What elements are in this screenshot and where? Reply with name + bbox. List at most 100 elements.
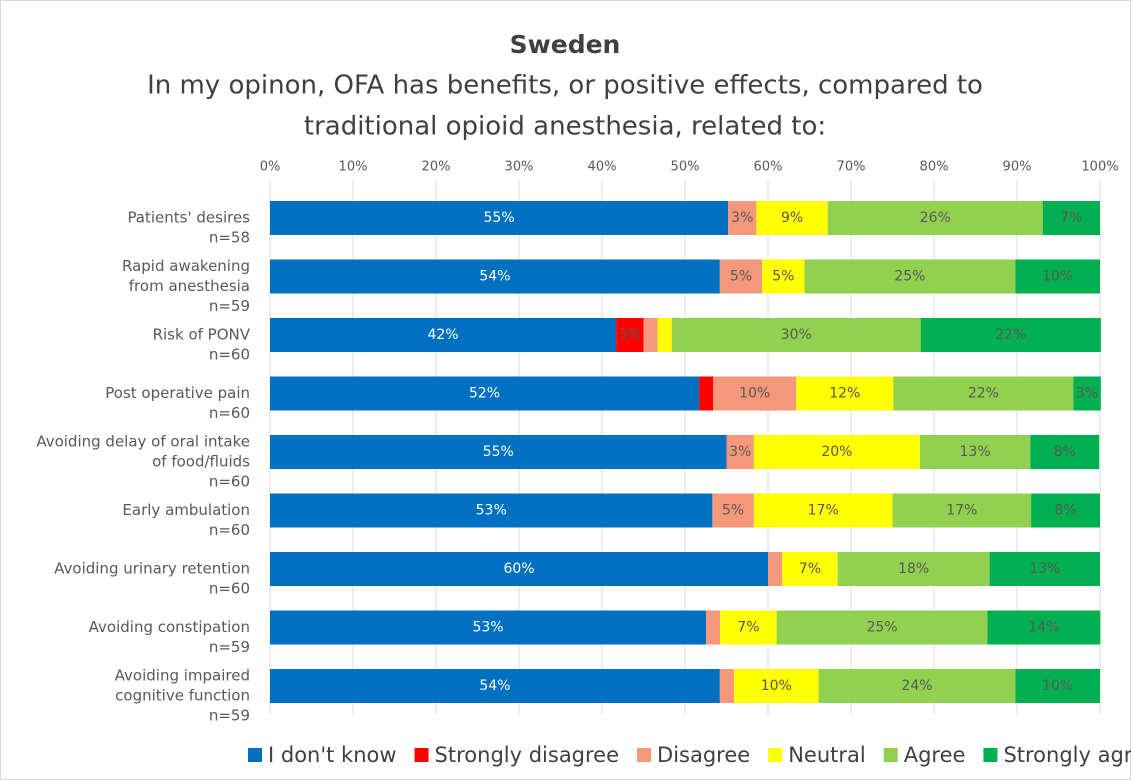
bar-segment <box>270 435 727 469</box>
x-tick-label: 10% <box>339 160 368 175</box>
bar-segment <box>987 610 1101 645</box>
bar-segment <box>827 201 1043 235</box>
y-tick-label: n=59 <box>209 297 250 315</box>
bar-segment <box>720 610 777 645</box>
legend-swatch <box>983 748 998 762</box>
bar-segment <box>776 610 988 645</box>
bar-segment <box>270 201 729 235</box>
bar-segment <box>1073 376 1101 411</box>
data-label: 25% <box>894 269 925 285</box>
bar-segment <box>671 318 921 352</box>
data-label: 18% <box>898 561 929 577</box>
legend-label: Strongly disagree <box>435 743 619 767</box>
data-label: 25% <box>866 620 897 636</box>
y-tick-label: Patients' desires <box>127 209 250 227</box>
bar-segment <box>713 376 797 411</box>
data-label: 14% <box>1028 620 1059 636</box>
data-label: 9% <box>781 210 803 226</box>
legend-label: Disagree <box>657 743 750 767</box>
bar-segment <box>753 493 893 528</box>
chart-subtitle: traditional opioid anesthesia, related t… <box>304 112 826 142</box>
y-tick-label: cognitive function <box>115 687 250 705</box>
bar-segment <box>1031 493 1100 528</box>
x-tick-label: 90% <box>1003 160 1032 175</box>
data-label: 20% <box>821 444 852 460</box>
data-label: 54% <box>479 269 510 285</box>
data-label: 3% <box>729 444 751 460</box>
chart-subtitle: In my opinon, OFA has benefits, or posit… <box>147 71 983 101</box>
y-tick-label: Post operative pain <box>105 384 250 402</box>
bar-segment <box>892 493 1032 528</box>
legend-label: Agree <box>904 743 966 767</box>
y-tick-label: Avoiding delay of oral intake <box>36 433 250 451</box>
x-tick-label: 30% <box>505 160 534 175</box>
chart-title: Sweden <box>510 30 621 59</box>
y-tick-label: n=58 <box>209 229 250 247</box>
data-label: 30% <box>781 327 812 343</box>
bar-segment <box>699 376 714 411</box>
data-label: 7% <box>1060 210 1082 226</box>
bar-segment <box>1042 201 1100 235</box>
y-tick-label: Avoiding impaired <box>115 667 250 685</box>
bar-segment <box>768 552 783 586</box>
bar-segment <box>270 552 768 586</box>
y-tick-label: n=60 <box>209 521 250 539</box>
legend-label: I don't know <box>268 743 397 767</box>
data-label: 55% <box>484 210 515 226</box>
data-label: 13% <box>1029 561 1060 577</box>
data-label: 53% <box>476 503 507 519</box>
bar-segment <box>706 610 721 645</box>
data-label: 10% <box>1042 269 1073 285</box>
bar-segment <box>1015 259 1100 294</box>
bar-segment <box>1030 435 1100 469</box>
legend-swatch <box>637 748 652 762</box>
bar-segment <box>270 610 707 645</box>
y-tick-label: n=60 <box>209 404 250 422</box>
data-label: 17% <box>946 503 977 519</box>
y-tick-label: n=59 <box>209 638 250 656</box>
data-label: 3% <box>731 210 753 226</box>
bar-segment <box>782 552 838 586</box>
x-tick-label: 60% <box>754 160 783 175</box>
data-label: 3% <box>619 327 641 343</box>
bar-segment <box>728 201 757 235</box>
bar-segment <box>919 435 1031 469</box>
bar-segment <box>818 669 1016 703</box>
bar-segment <box>796 376 894 411</box>
y-tick-label: Avoiding urinary retention <box>54 560 250 578</box>
bar-segment <box>270 376 700 411</box>
data-label: 53% <box>472 620 503 636</box>
legend-label: Strongly agree <box>1003 743 1131 767</box>
bar-segment <box>989 552 1100 586</box>
data-label: 54% <box>479 678 510 694</box>
bar-segment <box>920 318 1101 352</box>
bar-segment <box>756 201 828 235</box>
bar-segment <box>837 552 990 586</box>
bar-segment <box>804 259 1016 294</box>
bar-segment <box>270 493 713 528</box>
data-label: 13% <box>960 444 991 460</box>
data-label: 22% <box>968 386 999 402</box>
bar-segment <box>270 669 720 703</box>
bar-segment <box>762 259 805 294</box>
legend-swatch <box>883 748 898 762</box>
bar-segment <box>616 318 644 352</box>
data-label: 10% <box>1042 678 1073 694</box>
bar-segment <box>270 318 617 352</box>
data-label: 22% <box>995 327 1026 343</box>
x-tick-label: 100% <box>1081 160 1118 175</box>
data-label: 52% <box>469 386 500 402</box>
bar-segment <box>643 318 658 352</box>
bar-segment <box>270 259 720 294</box>
x-tick-label: 70% <box>837 160 866 175</box>
bar-segment <box>753 435 920 469</box>
legend-swatch <box>768 748 783 762</box>
y-tick-label: n=60 <box>209 473 250 491</box>
data-label: 7% <box>737 620 759 636</box>
data-label: 7% <box>799 561 821 577</box>
x-tick-label: 20% <box>422 160 451 175</box>
x-tick-label: 50% <box>671 160 700 175</box>
x-tick-label: 40% <box>588 160 617 175</box>
bar-segment <box>733 669 819 703</box>
